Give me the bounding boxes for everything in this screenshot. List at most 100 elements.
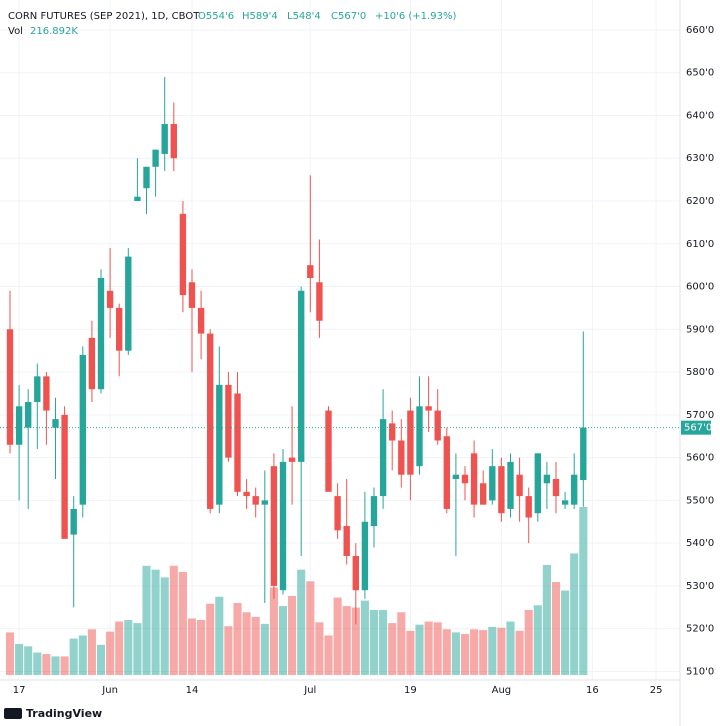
volume-bar bbox=[369, 609, 379, 675]
volume-bar bbox=[51, 656, 60, 675]
volume-bar bbox=[470, 629, 479, 675]
candle-body bbox=[106, 290, 114, 308]
volume-bar bbox=[197, 620, 206, 675]
candle-body bbox=[70, 508, 77, 535]
candle-body bbox=[316, 282, 323, 321]
candle-body bbox=[34, 376, 41, 403]
candle-body bbox=[225, 384, 232, 458]
candle-body bbox=[525, 496, 532, 518]
candle-body bbox=[207, 333, 214, 509]
candle-body bbox=[416, 406, 423, 467]
candle-body bbox=[580, 427, 587, 481]
candle-body bbox=[425, 406, 432, 411]
candle-body bbox=[461, 474, 469, 484]
last-price-box bbox=[681, 420, 711, 435]
volume-bar bbox=[406, 630, 415, 675]
volume-bar bbox=[397, 612, 406, 675]
volume-bar bbox=[69, 638, 78, 675]
volume-bar bbox=[306, 581, 315, 675]
candle-body bbox=[571, 474, 578, 505]
volume-bar bbox=[551, 582, 561, 675]
volume-bar bbox=[342, 606, 351, 675]
candle-body bbox=[298, 290, 305, 462]
y-tick-label: 640'0 bbox=[686, 110, 714, 121]
volume-bar bbox=[315, 622, 324, 675]
candle-body bbox=[152, 149, 159, 167]
candle-body bbox=[516, 474, 523, 497]
candle-body bbox=[25, 402, 32, 428]
candle-body bbox=[6, 329, 14, 445]
candle-body bbox=[507, 461, 514, 509]
x-tick-label: Jun bbox=[101, 685, 118, 696]
y-tick-label: 600'0 bbox=[686, 282, 714, 293]
candle-body bbox=[543, 474, 551, 484]
candle-body bbox=[480, 483, 487, 505]
volume-label: Vol bbox=[8, 26, 23, 37]
x-tick-label: 25 bbox=[650, 685, 663, 696]
volume-bar bbox=[288, 595, 297, 675]
volume-value: 216.892K bbox=[30, 26, 78, 37]
volume-bar bbox=[269, 587, 278, 675]
volume-bar bbox=[460, 633, 470, 675]
volume-bar bbox=[324, 635, 333, 675]
volume-bar bbox=[451, 632, 460, 675]
volume-bar bbox=[561, 590, 570, 675]
candle-body bbox=[252, 496, 259, 505]
volume-bar bbox=[497, 627, 506, 675]
candle-body bbox=[552, 478, 560, 497]
volume-bar bbox=[251, 616, 260, 675]
volume-bar bbox=[360, 600, 369, 675]
volume-bar bbox=[388, 623, 397, 675]
candles bbox=[6, 76, 587, 625]
volume-bar bbox=[133, 623, 142, 675]
volume-bar bbox=[224, 626, 233, 675]
volume-bar bbox=[206, 603, 215, 675]
change: +10'6 (+1.93%) bbox=[375, 11, 456, 22]
candle-body bbox=[561, 500, 569, 505]
candle-body bbox=[243, 491, 250, 497]
x-tick-label: 19 bbox=[404, 685, 417, 696]
volume-bar bbox=[506, 621, 515, 675]
y-tick-label: 660'0 bbox=[686, 25, 714, 36]
candle-body bbox=[325, 410, 332, 492]
volume-bar bbox=[106, 631, 115, 675]
candle-body bbox=[534, 453, 541, 514]
candle-body bbox=[88, 337, 96, 390]
candle-body bbox=[79, 354, 86, 505]
volume-bar bbox=[160, 577, 169, 675]
candle-body bbox=[489, 466, 496, 501]
volume-bar bbox=[151, 569, 160, 675]
volume-bar bbox=[278, 606, 288, 675]
candle-body bbox=[134, 196, 141, 202]
y-tick-label: 620'0 bbox=[686, 196, 714, 207]
volume-bar bbox=[379, 609, 388, 675]
y-tick-label: 590'0 bbox=[686, 324, 714, 335]
volume-bar bbox=[215, 596, 224, 675]
volume-bar bbox=[42, 654, 51, 675]
volume-bar bbox=[351, 607, 360, 675]
volume-bar bbox=[542, 565, 551, 675]
axes: 510'0 520'0 530'0 540'0 550'0 560'0 570'0 580'0… bbox=[0, 25, 714, 696]
candle-body bbox=[234, 393, 241, 492]
candle-body bbox=[307, 265, 314, 278]
volume-bar bbox=[488, 626, 497, 675]
candle-body bbox=[498, 466, 505, 514]
volume-bar bbox=[142, 565, 151, 675]
volume-bar bbox=[297, 569, 306, 675]
x-tick-label: Aug bbox=[492, 685, 512, 696]
symbol: CORN FUTURES (SEP 2021), 1D, CBOT bbox=[8, 11, 200, 22]
candle-body bbox=[279, 461, 287, 591]
volume-bar bbox=[533, 605, 542, 675]
volume-bar bbox=[242, 612, 251, 675]
candle-body bbox=[470, 453, 478, 505]
volume-bar bbox=[87, 629, 96, 675]
candle-body bbox=[389, 423, 396, 441]
candle-body bbox=[216, 384, 223, 505]
y-tick-label: 550'0 bbox=[686, 495, 714, 506]
logo-icon bbox=[4, 708, 22, 719]
x-tick-label: Jul bbox=[303, 685, 316, 696]
volume-bar bbox=[424, 621, 433, 675]
x-tick-label: 14 bbox=[186, 685, 199, 696]
